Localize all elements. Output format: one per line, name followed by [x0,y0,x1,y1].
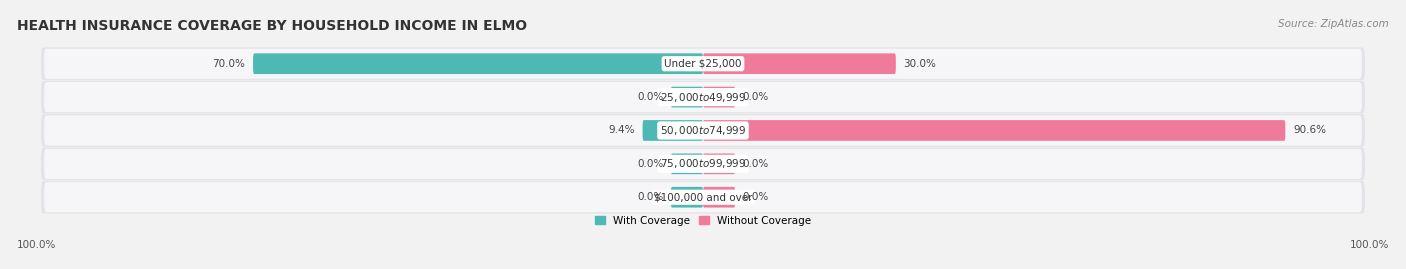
FancyBboxPatch shape [44,49,1362,79]
FancyBboxPatch shape [703,187,735,208]
FancyBboxPatch shape [643,120,703,141]
Text: $25,000 to $49,999: $25,000 to $49,999 [659,91,747,104]
FancyBboxPatch shape [671,87,703,107]
Text: 90.6%: 90.6% [1294,125,1326,136]
FancyBboxPatch shape [703,120,1285,141]
Text: 0.0%: 0.0% [742,192,769,202]
Text: 70.0%: 70.0% [212,59,246,69]
FancyBboxPatch shape [703,154,735,174]
Text: Under $25,000: Under $25,000 [664,59,742,69]
FancyBboxPatch shape [41,181,1365,214]
Text: $75,000 to $99,999: $75,000 to $99,999 [659,157,747,170]
Text: $50,000 to $74,999: $50,000 to $74,999 [659,124,747,137]
Text: 30.0%: 30.0% [904,59,936,69]
FancyBboxPatch shape [41,47,1365,80]
Legend: With Coverage, Without Coverage: With Coverage, Without Coverage [591,211,815,230]
Text: 100.0%: 100.0% [1350,240,1389,250]
FancyBboxPatch shape [44,82,1362,112]
Text: HEALTH INSURANCE COVERAGE BY HOUSEHOLD INCOME IN ELMO: HEALTH INSURANCE COVERAGE BY HOUSEHOLD I… [17,19,527,33]
FancyBboxPatch shape [44,115,1362,146]
FancyBboxPatch shape [671,187,703,208]
FancyBboxPatch shape [253,53,703,74]
Text: 100.0%: 100.0% [17,240,56,250]
Text: 9.4%: 9.4% [609,125,636,136]
Text: 0.0%: 0.0% [742,159,769,169]
Text: $100,000 and over: $100,000 and over [654,192,752,202]
FancyBboxPatch shape [703,87,735,107]
FancyBboxPatch shape [41,81,1365,114]
Text: 0.0%: 0.0% [637,192,664,202]
FancyBboxPatch shape [41,114,1365,147]
FancyBboxPatch shape [44,149,1362,179]
Text: 0.0%: 0.0% [637,92,664,102]
FancyBboxPatch shape [44,182,1362,212]
Text: 0.0%: 0.0% [742,92,769,102]
Text: 0.0%: 0.0% [637,159,664,169]
FancyBboxPatch shape [41,147,1365,180]
FancyBboxPatch shape [671,154,703,174]
Text: Source: ZipAtlas.com: Source: ZipAtlas.com [1278,19,1389,29]
FancyBboxPatch shape [703,53,896,74]
